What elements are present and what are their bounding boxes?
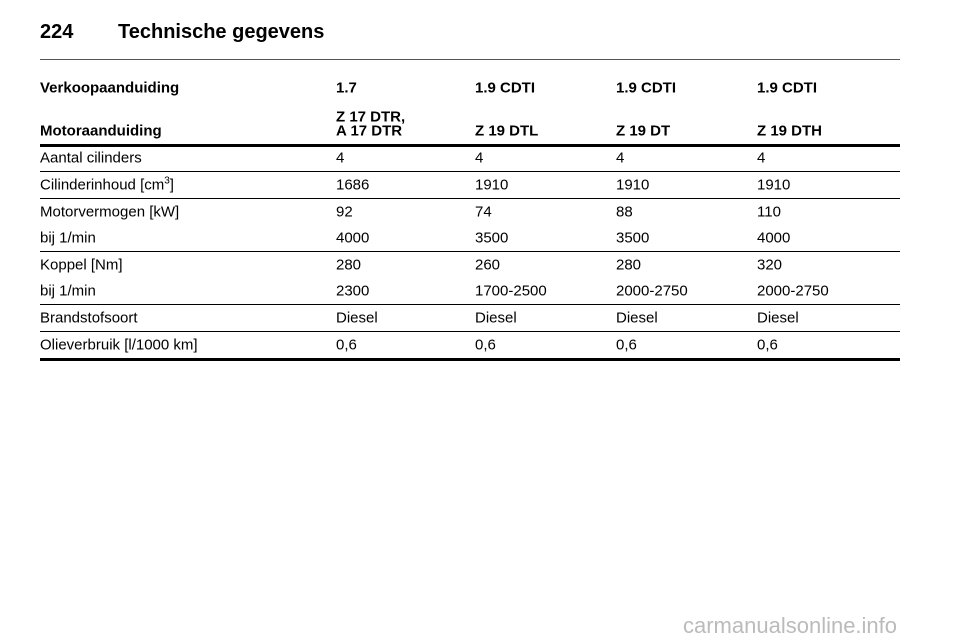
table-cell: 2000-2750 (757, 282, 829, 300)
table-cell: bij 1/min (40, 282, 96, 300)
table-cell: 320 (757, 256, 783, 274)
table-rule (40, 171, 900, 172)
cell-text: ] (169, 176, 174, 194)
table-rule (40, 304, 900, 305)
table-cell: Olieverbruik [l/1000 km] (40, 336, 198, 354)
table-cell: 260 (475, 256, 501, 274)
table-cell: 0,6 (336, 336, 357, 354)
table-rule (40, 198, 900, 199)
table-cell: 3500 (616, 229, 650, 247)
table-cell: Cilinderinhoud [cm3] (40, 175, 174, 194)
watermark: carmanualsonline.info (683, 613, 898, 638)
table-cell: Diesel (336, 309, 378, 327)
table-cell: 0,6 (475, 336, 496, 354)
header-cell: Motoraanduiding (40, 122, 162, 140)
superscript: 3 (164, 175, 170, 187)
page-number: 224 (40, 21, 74, 43)
table-cell: 1700-2500 (475, 282, 547, 300)
table-cell: 88 (616, 203, 633, 221)
table-rule (40, 358, 900, 361)
table-cell: Diesel (475, 309, 517, 327)
table-cell: 1910 (475, 176, 509, 194)
header-cell: Z 19 DT (616, 122, 671, 140)
table-cell: Aantal cilinders (40, 149, 142, 167)
table-cell: 110 (757, 203, 781, 221)
table-cell: Diesel (616, 309, 658, 327)
table-cell: 0,6 (616, 336, 637, 354)
header-cell: A 17 DTR (336, 122, 403, 140)
table-cell: 4 (616, 149, 625, 167)
table-cell: 4 (336, 149, 345, 167)
table-rule (40, 331, 900, 332)
header-cell: Verkoopaanduiding (40, 79, 180, 97)
header-cell: 1.9 CDTI (616, 79, 677, 97)
table-cell: 280 (616, 256, 642, 274)
header-cell: 1.9 CDTI (757, 79, 818, 97)
header-rule (40, 59, 900, 60)
page-title: Technische gegevens (118, 21, 325, 43)
table-cell: 0,6 (757, 336, 778, 354)
table-cell: 4 (757, 149, 766, 167)
header-cell: 1.9 CDTI (475, 79, 536, 97)
table-cell: 2000-2750 (616, 282, 688, 300)
table-cell: bij 1/min (40, 229, 96, 247)
table-cell: 2300 (336, 282, 370, 300)
table-cell: 1910 (757, 176, 791, 194)
header-cell: Z 17 DTR, (336, 108, 406, 126)
header-cell: Z 19 DTL (475, 122, 539, 140)
table-cell: 4000 (757, 229, 791, 247)
cell-text: Cilinderinhoud [cm (40, 176, 165, 194)
header-cell: 1.7 (336, 79, 357, 97)
table-cell: Brandstofsoort (40, 309, 138, 327)
table-cell: Motorvermogen [kW] (40, 203, 180, 221)
table-cell: 92 (336, 203, 353, 221)
table-cell: 1910 (616, 176, 650, 194)
table-cell: 280 (336, 256, 362, 274)
table-cell: 74 (475, 203, 492, 221)
table-cell: 4 (475, 149, 484, 167)
table-cell: 3500 (475, 229, 509, 247)
header-cell: Z 19 DTH (757, 122, 823, 140)
table-cell: Koppel [Nm] (40, 256, 123, 274)
table-rule (40, 144, 900, 147)
table-rule (40, 251, 900, 252)
table-cell: Diesel (757, 309, 799, 327)
table-cell: 1686 (336, 176, 370, 194)
table-cell: 4000 (336, 229, 370, 247)
